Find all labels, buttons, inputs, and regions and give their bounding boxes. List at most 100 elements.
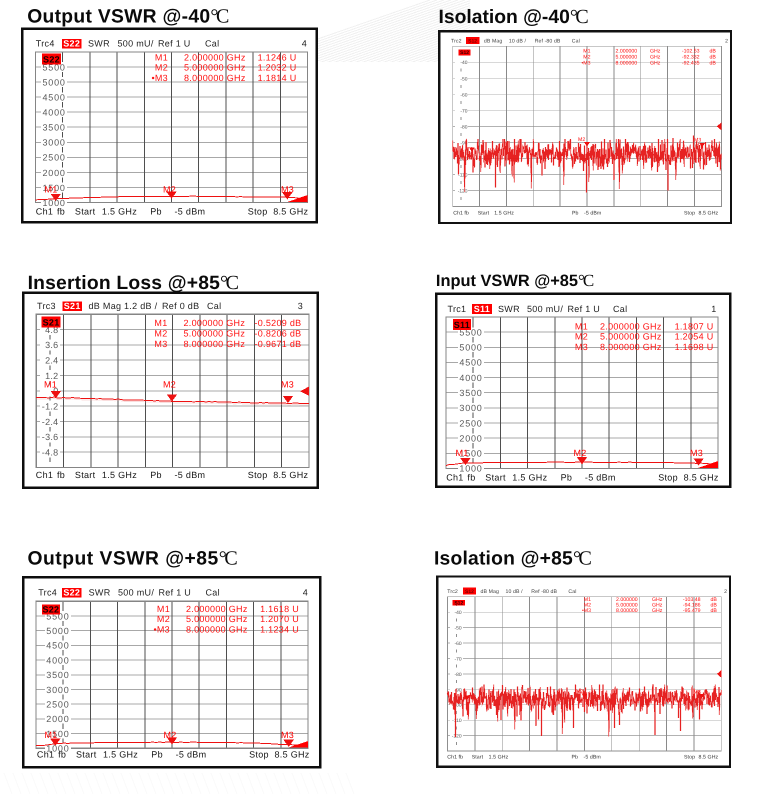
svg-text:M2: M2 <box>575 332 588 342</box>
svg-text:Ch1: Ch1 <box>453 211 463 217</box>
svg-text:8.000000 GHz: 8.000000 GHz <box>600 342 662 352</box>
svg-text:Trc2: Trc2 <box>447 589 458 595</box>
svg-text:5.000000 GHz: 5.000000 GHz <box>184 328 246 338</box>
svg-text:-3.6: -3.6 <box>42 432 59 442</box>
svg-text:M2: M2 <box>164 730 177 740</box>
svg-text:M2: M2 <box>163 380 176 390</box>
svg-text:2.000000 GHz: 2.000000 GHz <box>186 604 248 614</box>
svg-text:Ref -80 dB: Ref -80 dB <box>531 589 557 595</box>
svg-text:-110: -110 <box>458 172 468 178</box>
svg-text:3500: 3500 <box>46 670 69 680</box>
svg-text:Stop: Stop <box>658 472 678 482</box>
svg-text:-0.9671 dB: -0.9671 dB <box>254 339 301 349</box>
svg-text:2: 2 <box>725 38 728 44</box>
svg-text:3000: 3000 <box>459 403 482 413</box>
svg-text:Output VSWR @+85°C: Output VSWR @+85°C <box>28 547 239 569</box>
svg-text:M3: M3 <box>694 690 701 696</box>
svg-text:4000: 4000 <box>46 655 69 665</box>
svg-text:-0.8206 dB: -0.8206 dB <box>254 328 301 338</box>
svg-text:S22: S22 <box>43 55 60 65</box>
svg-text:GHz: GHz <box>652 603 663 609</box>
svg-text:M2: M2 <box>163 184 176 194</box>
svg-text:M1: M1 <box>575 321 588 331</box>
svg-text:dB: dB <box>711 608 718 614</box>
svg-text:-0.5209 dB: -0.5209 dB <box>254 318 301 328</box>
svg-text:Trc3: Trc3 <box>37 301 56 311</box>
svg-text:2.000000 GHz: 2.000000 GHz <box>184 52 246 62</box>
svg-text:-5 dBm: -5 dBm <box>584 211 601 217</box>
svg-text:-5 dBm: -5 dBm <box>175 206 206 216</box>
svg-text:M3: M3 <box>281 184 294 194</box>
svg-text:fb: fb <box>58 749 66 759</box>
svg-text:M1: M1 <box>155 52 168 62</box>
svg-text:2000: 2000 <box>43 168 66 178</box>
svg-text:Pb: Pb <box>150 206 162 216</box>
svg-text:5500: 5500 <box>459 327 482 337</box>
svg-text:2.000000: 2.000000 <box>616 48 638 54</box>
svg-text:Stop: Stop <box>684 755 695 761</box>
svg-text:-70: -70 <box>455 657 462 663</box>
svg-text:2.000000 GHz: 2.000000 GHz <box>184 318 246 328</box>
svg-text:1500: 1500 <box>43 183 66 193</box>
svg-text:SWR: SWR <box>88 39 110 49</box>
svg-text:1.2: 1.2 <box>45 371 58 381</box>
svg-text:5000: 5000 <box>46 626 69 636</box>
svg-text:M1: M1 <box>45 730 58 740</box>
svg-text:1.5 GHz: 1.5 GHz <box>489 755 509 761</box>
svg-text:Ch1: Ch1 <box>447 755 457 761</box>
svg-text:Cal: Cal <box>206 588 220 598</box>
svg-text:Ref 1 U: Ref 1 U <box>158 39 191 49</box>
svg-text:Cal: Cal <box>205 39 219 49</box>
svg-text:1500: 1500 <box>46 729 69 739</box>
svg-text:1.5 GHz: 1.5 GHz <box>102 206 137 216</box>
svg-text:Cal: Cal <box>207 301 221 311</box>
svg-text:5.000000 GHz: 5.000000 GHz <box>600 332 662 342</box>
svg-text:4000: 4000 <box>459 373 482 383</box>
svg-text:-100: -100 <box>452 703 462 709</box>
svg-text:Stop: Stop <box>248 470 268 480</box>
svg-text:Trc2: Trc2 <box>451 38 462 44</box>
svg-text:dB: dB <box>710 48 717 54</box>
svg-text:Ref -80 dB: Ref -80 dB <box>535 38 561 44</box>
svg-text:Start: Start <box>75 206 96 216</box>
svg-text:2.4: 2.4 <box>45 356 58 366</box>
svg-text:•M3: •M3 <box>581 60 590 66</box>
svg-text:-60: -60 <box>460 92 467 98</box>
svg-text:-5 dBm: -5 dBm <box>584 755 601 761</box>
svg-text:dB: dB <box>711 597 718 603</box>
svg-text:M2: M2 <box>576 689 583 695</box>
svg-text:1.1246 U: 1.1246 U <box>258 52 297 62</box>
svg-text:500 mU/: 500 mU/ <box>118 588 154 598</box>
svg-text:Trc4: Trc4 <box>36 39 55 49</box>
svg-text:1.2 dB /: 1.2 dB / <box>124 301 158 311</box>
svg-text:-50: -50 <box>455 626 462 632</box>
svg-text:dB: dB <box>711 603 718 609</box>
svg-text:-40: -40 <box>455 610 462 616</box>
svg-text:Start: Start <box>76 749 97 759</box>
svg-text:1.1807 U: 1.1807 U <box>675 321 714 331</box>
svg-text:8.000000 GHz: 8.000000 GHz <box>186 625 248 635</box>
svg-text:Ch1: Ch1 <box>36 470 53 480</box>
svg-text:S21: S21 <box>64 301 81 311</box>
svg-text:Cal: Cal <box>613 304 627 314</box>
svg-text:SWR: SWR <box>498 304 520 314</box>
svg-text:1.1698 U: 1.1698 U <box>675 342 714 352</box>
svg-text:M3: M3 <box>694 138 701 144</box>
svg-text:-94.186: -94.186 <box>683 603 701 609</box>
svg-text:Start: Start <box>75 470 96 480</box>
svg-text:Trc4: Trc4 <box>38 588 57 598</box>
svg-text:M2: M2 <box>584 603 591 609</box>
svg-text:-4.8: -4.8 <box>42 448 59 458</box>
svg-text:-92.435: -92.435 <box>682 60 700 66</box>
svg-text:•M3: •M3 <box>151 73 168 83</box>
svg-text:M1: M1 <box>157 604 170 614</box>
svg-text:10 dB /: 10 dB / <box>509 38 527 44</box>
svg-text:S11: S11 <box>474 304 490 314</box>
svg-text:1000: 1000 <box>459 464 482 474</box>
svg-text:dB: dB <box>710 54 717 60</box>
svg-text:-1.2: -1.2 <box>42 402 59 412</box>
svg-text:S12: S12 <box>454 600 463 606</box>
svg-text:8.5 GHz: 8.5 GHz <box>275 749 310 759</box>
svg-text:fb: fb <box>57 206 65 216</box>
svg-text:1000: 1000 <box>43 198 66 208</box>
